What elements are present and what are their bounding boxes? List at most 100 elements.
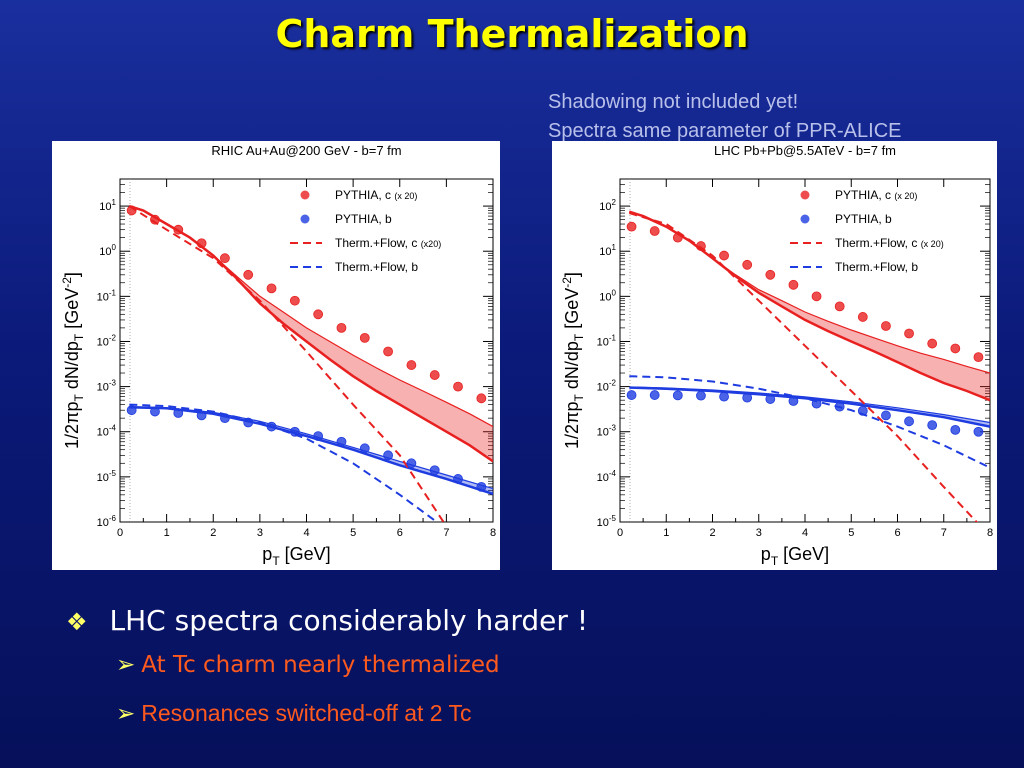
rhic-ytick-base-2: 10 <box>97 427 109 439</box>
rhic-ylabel-pi: π <box>62 412 82 424</box>
note-line-1: Shadowing not included yet! <box>548 91 799 113</box>
lhc-ytick-base-5: 10 <box>599 291 611 303</box>
lhc-point-1-12 <box>904 416 914 427</box>
bullet-main: ❖ LHC spectra considerably harder ! <box>66 604 588 637</box>
lhc-legend-small-0: (x 20) <box>894 191 917 201</box>
rhic-legend-small-2: (x20) <box>421 239 442 249</box>
lhc-point-1-13 <box>927 420 938 431</box>
rhic-band-high-line-0 <box>129 205 493 428</box>
rhic-ytick-base-4: 10 <box>97 336 109 348</box>
lhc-point-1-7 <box>788 396 799 406</box>
lhc-plot-area <box>626 210 990 522</box>
rhic-point-1-3 <box>196 410 207 421</box>
lhc-point-1-4 <box>719 391 729 402</box>
lhc-dash-curve-1 <box>629 375 990 469</box>
rhic-point-1-2 <box>173 408 184 418</box>
rhic-point-0-15 <box>476 393 487 404</box>
lhc-ylabel-d: [GeV <box>562 288 582 334</box>
lhc-point-0-0 <box>626 221 637 232</box>
rhic-point-1-12 <box>406 458 417 469</box>
lhc-xlabel: pT [GeV] <box>761 544 829 568</box>
lhc-legend-text-2: Therm.+Flow, c <box>835 236 921 250</box>
rhic-point-0-5 <box>243 269 254 280</box>
lhc-ytick-base-4: 10 <box>597 336 609 348</box>
rhic-point-1-0 <box>126 405 137 416</box>
rhic-ytick-label-5: 10-1 <box>97 288 117 303</box>
lhc-legend-text-1: PYTHIA, b <box>835 212 892 226</box>
rhic-xlabel-unit: [GeV] <box>280 544 331 564</box>
lhc-legend-text-0: PYTHIA, c <box>835 188 894 202</box>
rhic-point-1-4 <box>220 413 230 424</box>
note-text: Shadowing not included yet! Spectra same… <box>548 88 901 146</box>
rhic-xtick-label-1: 1 <box>164 527 170 539</box>
lhc-ytick-label-3: 10-2 <box>597 379 617 394</box>
lhc-spectrum-chart: LHC Pb+Pb@5.5ATeV - b=7 fm 0 1 2 3 4 5 6 7 8 10-5 1… <box>552 141 997 570</box>
rhic-ylabel-e: ] <box>62 272 82 277</box>
lhc-xtick-label-2: 2 <box>709 527 715 539</box>
rhic-legend-label-2: Therm.+Flow, c (x20) <box>335 236 441 250</box>
rhic-point-0-4 <box>220 253 230 264</box>
rhic-point-1-10 <box>359 443 370 454</box>
lhc-ytick-pow-2: -3 <box>609 424 617 433</box>
bullet-sub-1-text: At Tc charm nearly thermalized <box>141 652 500 678</box>
lhc-legend-marker-0 <box>800 190 810 200</box>
lhc-xtick-label-8: 8 <box>987 527 993 539</box>
lhc-legend-label-2: Therm.+Flow, c (x 20) <box>835 236 944 250</box>
lhc-ylabel: 1/2πpT dN/dpT [GeV-2] <box>560 272 586 449</box>
rhic-point-1-1 <box>150 406 160 417</box>
rhic-point-1-6 <box>266 421 277 432</box>
lhc-ylabel-e: ] <box>562 272 582 277</box>
lhc-point-1-9 <box>834 401 845 412</box>
lhc-xtick-label-3: 3 <box>756 527 762 539</box>
lhc-point-0-5 <box>742 259 753 270</box>
rhic-point-0-12 <box>406 360 417 370</box>
lhc-band-low-line-1 <box>629 386 990 428</box>
rhic-legend-small-0: (x 20) <box>394 191 417 201</box>
rhic-xtick-label-8: 8 <box>490 527 496 539</box>
lhc-ytick-pow-6: 1 <box>612 243 617 252</box>
lhc-point-1-1 <box>649 390 660 400</box>
lhc-ytick-pow-4: -1 <box>609 333 617 342</box>
lhc-ytick-label-7: 102 <box>599 198 616 213</box>
rhic-ylabel-a: 1/2 <box>62 424 82 449</box>
lhc-xtick-label-0: 0 <box>617 527 623 539</box>
rhic-point-0-14 <box>453 381 463 392</box>
lhc-legend-label-1: PYTHIA, b <box>835 212 892 226</box>
rhic-point-1-14 <box>453 474 463 484</box>
rhic-title: RHIC Au+Au@200 GeV - b=7 fm <box>211 143 401 158</box>
lhc-title: LHC Pb+Pb@5.5ATeV - b=7 fm <box>714 143 896 158</box>
lhc-ytick-pow-7: 2 <box>612 198 617 207</box>
rhic-ytick-pow-6: 0 <box>112 243 117 252</box>
rhic-ylabel-d: [GeV <box>62 288 82 334</box>
lhc-point-0-2 <box>672 232 683 243</box>
rhic-xtick-label-0: 0 <box>117 527 123 539</box>
lhc-point-0-1 <box>649 226 660 236</box>
rhic-dash-curve-0 <box>128 205 445 522</box>
rhic-xtick-label-7: 7 <box>443 527 449 539</box>
lhc-point-0-12 <box>904 328 914 339</box>
rhic-legend-text-3: Therm.+Flow, b <box>335 260 418 274</box>
lhc-point-0-10 <box>857 312 868 322</box>
lhc-point-0-13 <box>927 338 938 349</box>
rhic-point-0-1 <box>150 214 160 225</box>
rhic-legend-text-0: PYTHIA, c <box>335 188 394 202</box>
rhic-ytick-label-0: 10-6 <box>97 514 117 529</box>
rhic-point-0-3 <box>196 238 207 249</box>
rhic-ytick-base-6: 10 <box>99 246 111 258</box>
rhic-ytick-base-5: 10 <box>97 291 109 303</box>
lhc-point-0-7 <box>788 279 799 290</box>
lhc-legend-text-3: Therm.+Flow, b <box>835 260 918 274</box>
lhc-chart-svg: LHC Pb+Pb@5.5ATeV - b=7 fm0 1 2 3 4 5 6 7 810-51… <box>560 143 993 568</box>
lhc-point-1-14 <box>950 424 961 435</box>
rhic-xtick-label-5: 5 <box>350 527 356 539</box>
lhc-ytick-pow-1: -4 <box>609 469 617 478</box>
rhic-ytick-pow-1: -5 <box>109 469 117 478</box>
rhic-point-1-9 <box>336 436 347 447</box>
rhic-point-1-11 <box>383 450 393 461</box>
rhic-ytick-pow-0: -6 <box>109 514 117 523</box>
rhic-point-0-9 <box>336 322 347 333</box>
rhic-ytick-label-6: 100 <box>99 243 116 258</box>
rhic-point-1-8 <box>313 431 324 442</box>
rhic-ylabel-t2: T <box>72 333 86 341</box>
rhic-chart-svg: RHIC Au+Au@200 GeV - b=7 fm0 1 2 3 4 5 6 7 810-6… <box>60 143 496 568</box>
